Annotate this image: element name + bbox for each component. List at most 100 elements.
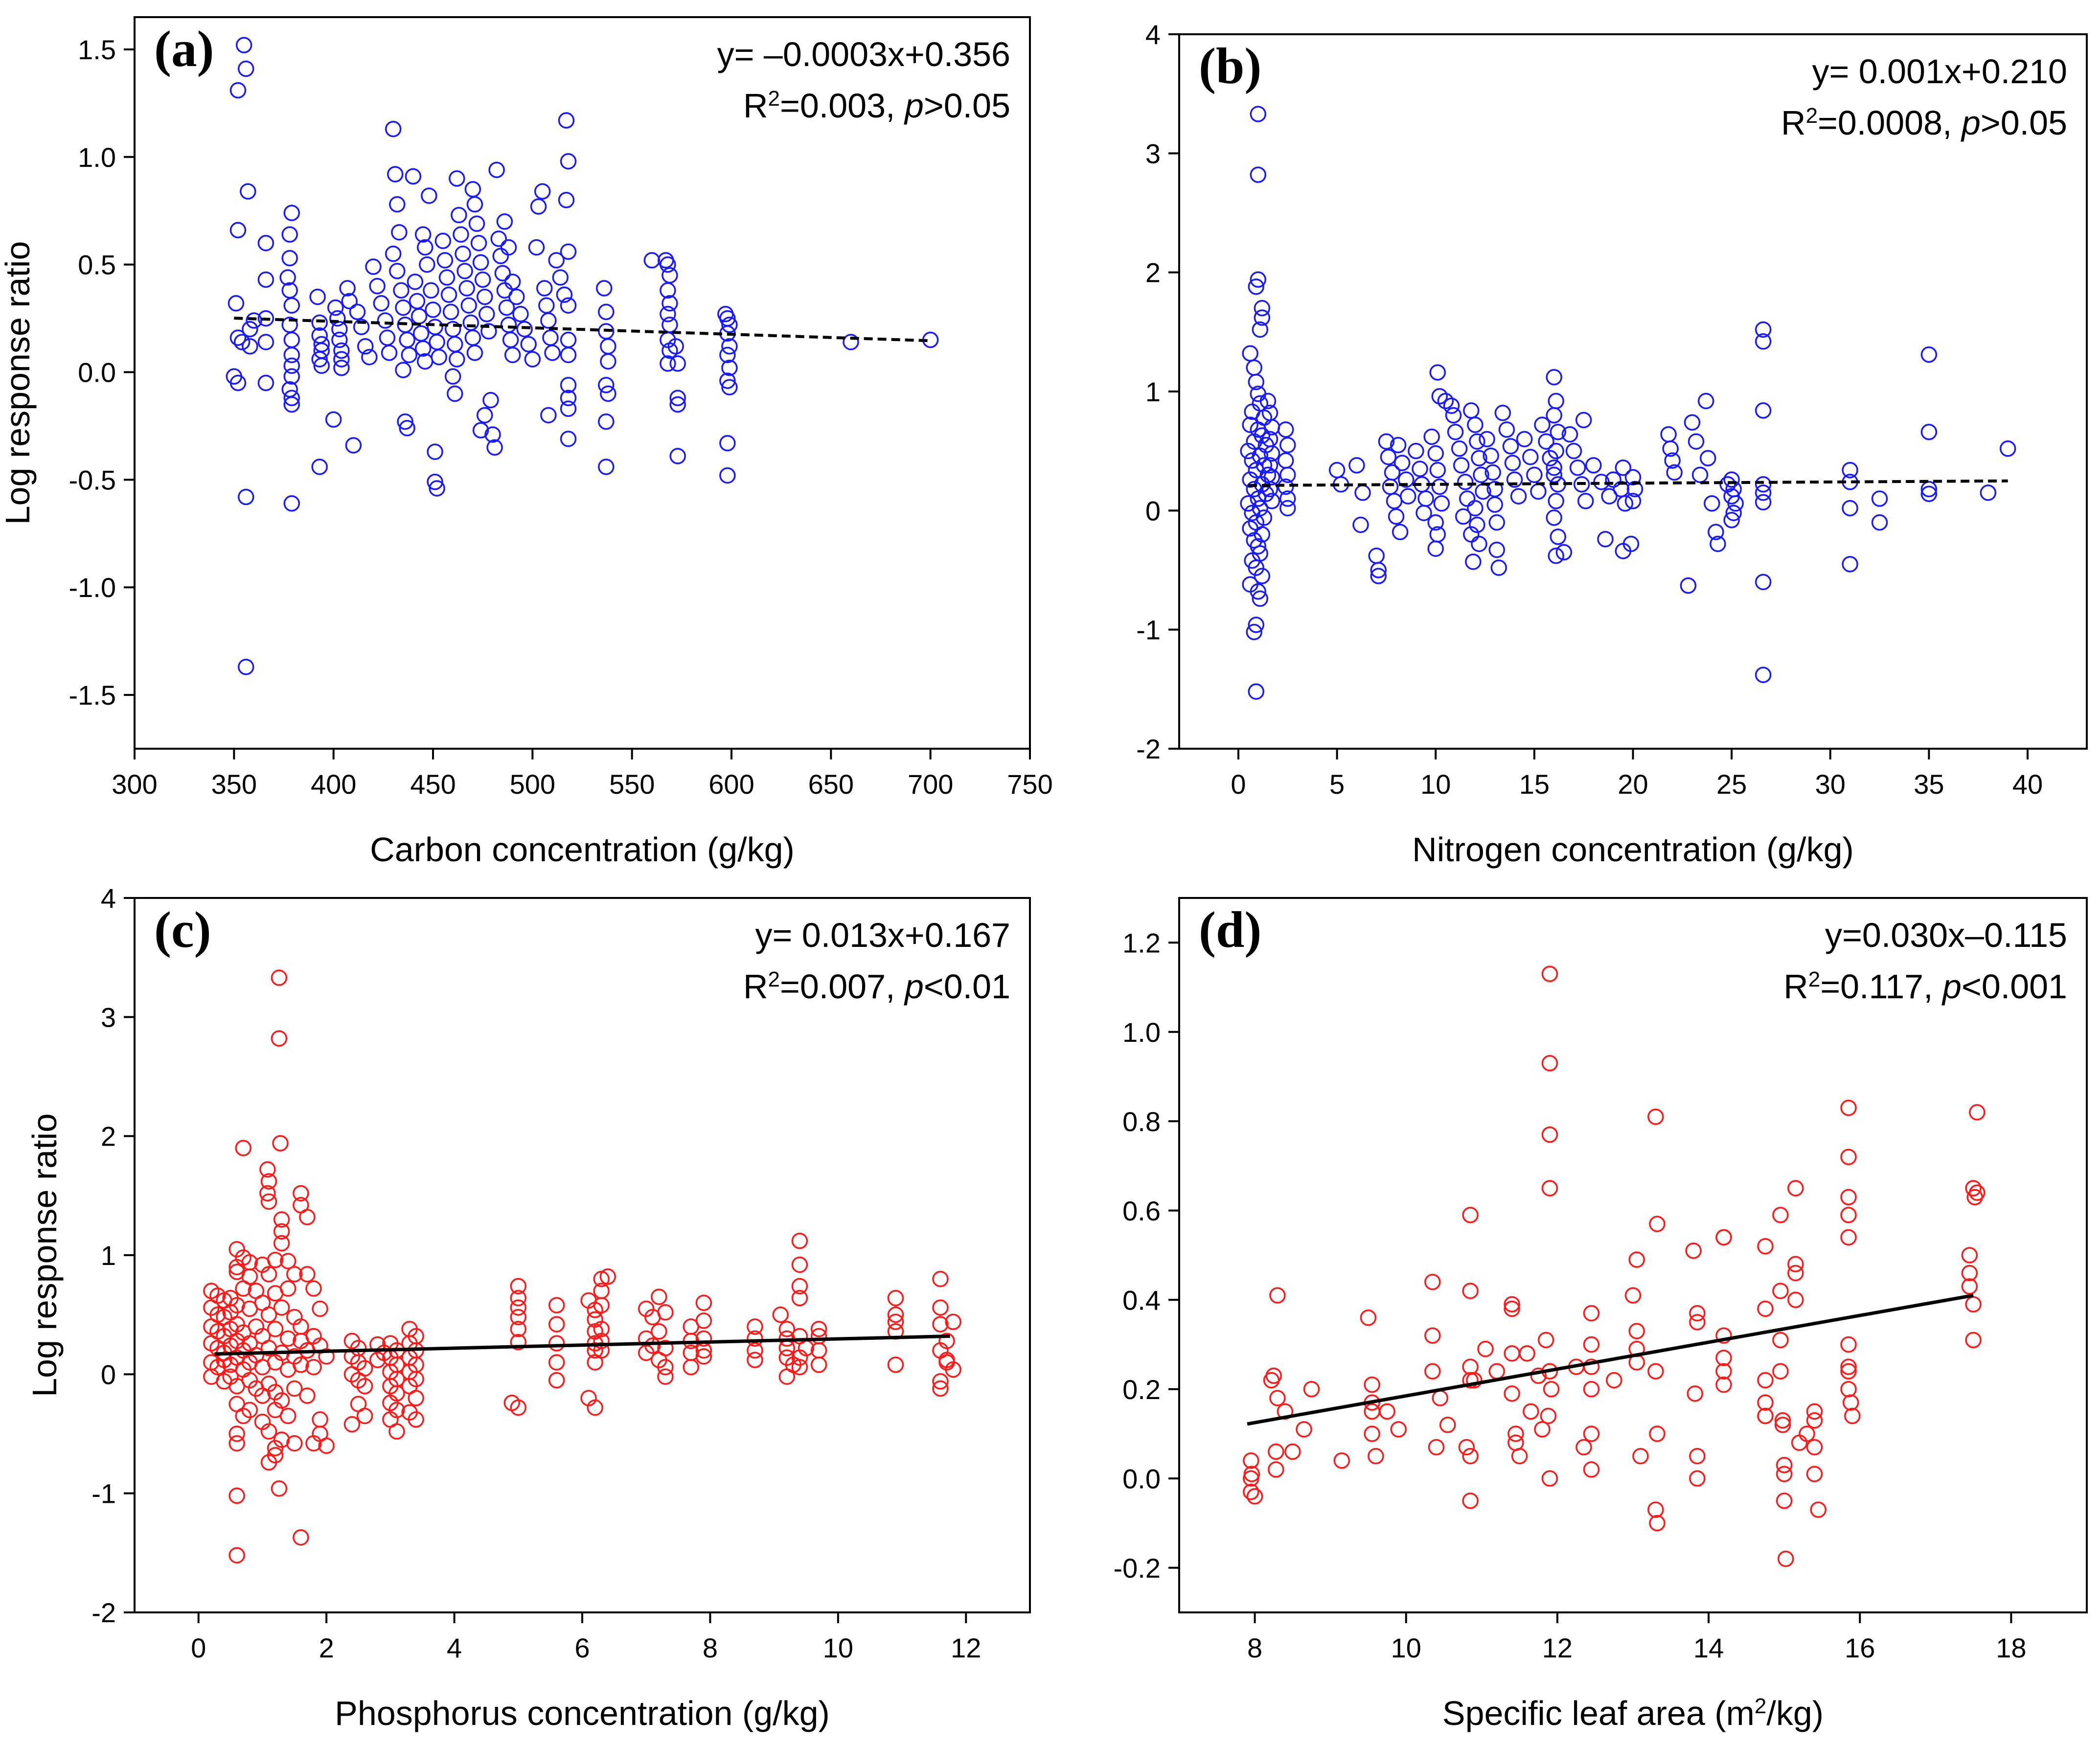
data-point <box>1429 364 1446 381</box>
regression-line <box>234 317 931 343</box>
data-point <box>496 213 513 230</box>
data-point <box>260 1376 277 1392</box>
data-point <box>1628 1251 1645 1268</box>
data-point <box>510 1278 527 1295</box>
data-point <box>1806 1439 1823 1456</box>
panel-label: (a) <box>154 20 214 77</box>
data-point <box>1715 1229 1732 1246</box>
data-point <box>1840 1229 1857 1246</box>
data-point <box>293 1185 309 1202</box>
data-point <box>1488 514 1505 531</box>
data-point <box>945 1313 961 1331</box>
data-point <box>1755 402 1772 419</box>
data-point <box>273 1211 290 1228</box>
data-point <box>1279 436 1296 454</box>
data-point <box>1649 1216 1666 1232</box>
data-point <box>1390 1421 1407 1438</box>
y-tick-label: 0 <box>101 1359 116 1390</box>
data-point <box>598 377 615 393</box>
data-point <box>1506 471 1523 488</box>
data-point <box>1723 512 1740 528</box>
data-point <box>1392 524 1409 540</box>
data-point <box>778 1321 796 1337</box>
data-point <box>440 286 457 303</box>
data-point <box>548 1316 565 1332</box>
data-point <box>1840 1363 1857 1379</box>
data-point <box>267 1321 284 1337</box>
data-point <box>331 321 348 338</box>
data-point <box>1649 1425 1666 1442</box>
data-point <box>1333 1452 1350 1469</box>
data-point <box>544 345 561 361</box>
data-point <box>1303 1381 1320 1398</box>
data-point <box>349 303 366 321</box>
y-tick-label: 1.2 <box>1122 927 1161 958</box>
data-point <box>429 480 445 497</box>
data-point <box>1755 574 1772 591</box>
data-point <box>1507 1425 1524 1442</box>
y-tick-label: -1 <box>91 1478 116 1509</box>
x-tick-label: 18 <box>1996 1632 2026 1663</box>
axis-ticks: 300 350 400 450 500 550 600 650 700 750 -1.5 -1.0 -0… <box>69 34 1053 800</box>
data-point <box>1772 1363 1789 1379</box>
data-point <box>504 274 521 290</box>
panel-a: 300 350 400 450 500 550 600 650 700 750 -1.5 -1.0 -0… <box>0 16 1053 869</box>
data-point <box>1920 481 1938 498</box>
data-point <box>241 1401 258 1419</box>
data-point <box>267 1440 284 1456</box>
data-point <box>341 293 358 310</box>
data-point <box>449 351 465 368</box>
data-point <box>560 377 577 393</box>
data-point <box>1546 459 1562 476</box>
data-point <box>1787 1264 1804 1282</box>
data-point <box>1842 556 1858 573</box>
regression-equation: y= 0.001x+0.210 <box>1812 52 2067 91</box>
data-point <box>1250 538 1267 555</box>
data-point <box>455 245 471 262</box>
data-point <box>283 368 300 385</box>
data-point <box>237 60 254 77</box>
data-point <box>747 1342 763 1359</box>
data-point <box>791 1358 808 1376</box>
y-tick-label: -1.5 <box>69 680 116 711</box>
x-axis-label: Specific leaf area (m2/kg) <box>1442 1694 1824 1733</box>
data-point <box>510 1309 527 1326</box>
data-point <box>1787 1180 1804 1196</box>
data-point <box>548 1372 565 1389</box>
data-point <box>279 1330 297 1347</box>
data-point <box>377 312 394 329</box>
plot-frame <box>1178 897 2088 1613</box>
data-point <box>560 431 577 447</box>
data-point <box>480 323 497 340</box>
y-tick-label: 0.0 <box>78 357 116 388</box>
data-point <box>1510 488 1527 505</box>
data-point <box>387 166 404 183</box>
data-point <box>932 1380 949 1397</box>
data-point <box>599 1268 616 1285</box>
data-point <box>257 310 274 327</box>
data-point <box>1263 445 1280 462</box>
data-point <box>1708 524 1724 540</box>
data-point <box>548 252 565 269</box>
data-point <box>1699 450 1716 467</box>
data-point <box>228 1487 245 1504</box>
data-point <box>595 280 613 297</box>
data-point <box>237 488 254 505</box>
data-point <box>524 351 541 368</box>
data-point <box>423 282 439 299</box>
data-point <box>466 196 483 213</box>
y-tick-label: 0.8 <box>1122 1106 1161 1137</box>
data-point <box>669 448 686 464</box>
data-point <box>560 153 577 170</box>
data-point <box>719 346 736 364</box>
x-tick-label: 600 <box>708 769 754 800</box>
regression-equation: y=0.030x–0.115 <box>1825 916 2067 954</box>
x-tick-label: 2 <box>319 1632 334 1663</box>
data-point <box>1368 1447 1384 1465</box>
data-point <box>1776 1466 1793 1482</box>
data-point <box>1504 455 1521 471</box>
data-point <box>1427 540 1444 557</box>
data-point <box>229 329 247 346</box>
data-point <box>343 1416 361 1433</box>
data-point <box>1810 1501 1826 1518</box>
